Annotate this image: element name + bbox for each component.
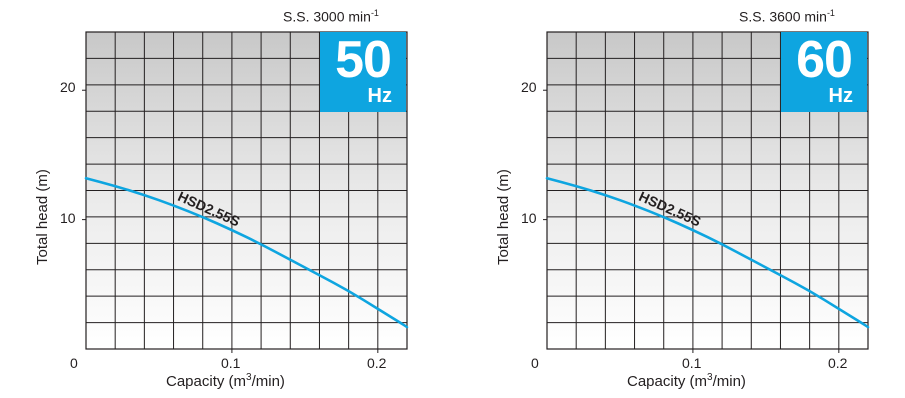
y-tick-label-20: 20 bbox=[60, 79, 76, 95]
y-axis-label: Total head (m) bbox=[34, 169, 51, 265]
frequency-value: 50 bbox=[335, 31, 392, 89]
y-tick-label-10: 10 bbox=[60, 210, 76, 226]
x-tick-label-0.2: 0.2 bbox=[828, 355, 848, 371]
chart-50hz: S.S. 3000 min-1 50 Hz Total head (m) Cap… bbox=[0, 0, 452, 398]
origin-tick-label: 0 bbox=[70, 355, 78, 371]
frequency-unit: Hz bbox=[828, 85, 853, 107]
origin-tick-label: 0 bbox=[531, 355, 539, 371]
x-axis-label: Capacity (m3/min) bbox=[627, 372, 746, 390]
y-tick-label-10: 10 bbox=[521, 210, 537, 226]
speed-label: S.S. 3000 min-1 bbox=[283, 8, 379, 25]
y-tick-label-20: 20 bbox=[521, 79, 537, 95]
series-line-hsd2.55s bbox=[545, 176, 870, 329]
plot-frame bbox=[546, 31, 869, 350]
x-tick-label-0.1: 0.1 bbox=[221, 355, 241, 371]
frequency-unit: Hz bbox=[367, 85, 392, 107]
x-tick-label-0.2: 0.2 bbox=[367, 355, 387, 371]
series-line-hsd2.55s bbox=[84, 176, 409, 329]
y-axis-label: Total head (m) bbox=[495, 169, 512, 265]
frequency-badge: 50 Hz bbox=[320, 32, 406, 112]
speed-label: S.S. 3600 min-1 bbox=[739, 8, 835, 25]
frequency-value: 60 bbox=[796, 31, 853, 89]
chart-60hz: S.S. 3600 min-1 60 Hz Total head (m) Cap… bbox=[461, 0, 905, 398]
x-axis-label: Capacity (m3/min) bbox=[166, 372, 285, 390]
frequency-badge: 60 Hz bbox=[781, 32, 867, 112]
plot-frame bbox=[85, 31, 408, 350]
x-tick-label-0.1: 0.1 bbox=[682, 355, 702, 371]
